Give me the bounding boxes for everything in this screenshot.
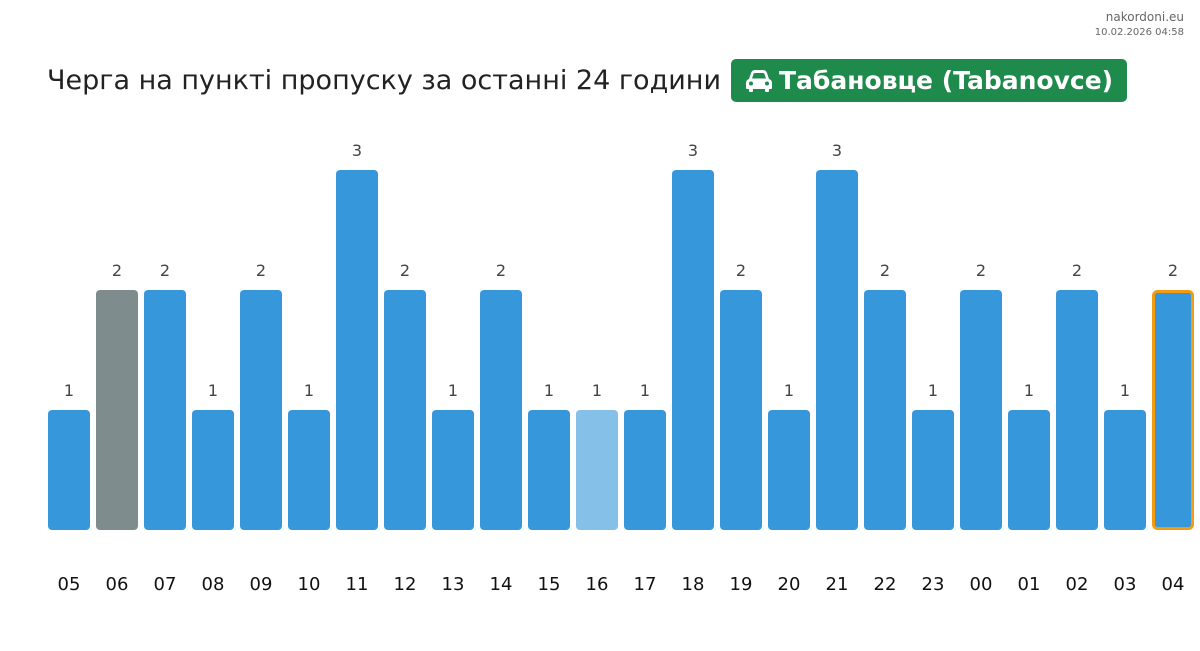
data-label-06: 2 xyxy=(112,261,122,280)
x-tick-15: 15 xyxy=(538,574,561,595)
bar-00 xyxy=(960,290,1002,530)
bar-02 xyxy=(1056,290,1098,530)
timestamp: 10.02.2026 04:58 xyxy=(1094,27,1184,38)
bar-18 xyxy=(672,170,714,530)
bar-10 xyxy=(288,410,330,530)
bar-15 xyxy=(528,410,570,530)
x-tick-14: 14 xyxy=(490,574,513,595)
checkpoint-badge: Табановце (Tabanovce) xyxy=(731,59,1128,102)
bar-17 xyxy=(624,410,666,530)
x-tick-02: 02 xyxy=(1066,574,1089,595)
x-tick-01: 01 xyxy=(1018,574,1041,595)
bar-14 xyxy=(480,290,522,530)
data-label-17: 1 xyxy=(640,381,650,400)
x-tick-18: 18 xyxy=(682,574,705,595)
x-tick-22: 22 xyxy=(874,574,897,595)
bar-13 xyxy=(432,410,474,530)
data-label-05: 1 xyxy=(64,381,74,400)
data-label-01: 1 xyxy=(1024,381,1034,400)
x-tick-11: 11 xyxy=(346,574,369,595)
bar-12 xyxy=(384,290,426,530)
car-icon xyxy=(746,69,772,92)
bar-22 xyxy=(864,290,906,530)
x-tick-12: 12 xyxy=(394,574,417,595)
data-label-13: 1 xyxy=(448,381,458,400)
x-tick-00: 00 xyxy=(970,574,993,595)
x-tick-19: 19 xyxy=(730,574,753,595)
x-tick-10: 10 xyxy=(298,574,321,595)
x-tick-09: 09 xyxy=(250,574,273,595)
data-label-15: 1 xyxy=(544,381,554,400)
bar-03 xyxy=(1104,410,1146,530)
bar-20 xyxy=(768,410,810,530)
data-label-08: 1 xyxy=(208,381,218,400)
data-label-14: 2 xyxy=(496,261,506,280)
data-label-19: 2 xyxy=(736,261,746,280)
data-label-18: 3 xyxy=(688,141,698,160)
x-tick-03: 03 xyxy=(1114,574,1137,595)
bar-09 xyxy=(240,290,282,530)
data-label-21: 3 xyxy=(832,141,842,160)
bar-16 xyxy=(576,410,618,530)
x-tick-07: 07 xyxy=(154,574,177,595)
bar-11 xyxy=(336,170,378,530)
data-label-09: 2 xyxy=(256,261,266,280)
bar-07 xyxy=(144,290,186,530)
data-label-12: 2 xyxy=(400,261,410,280)
x-tick-21: 21 xyxy=(826,574,849,595)
x-tick-06: 06 xyxy=(106,574,129,595)
bar-08 xyxy=(192,410,234,530)
data-label-16: 1 xyxy=(592,381,602,400)
x-tick-05: 05 xyxy=(58,574,81,595)
x-tick-08: 08 xyxy=(202,574,225,595)
x-tick-16: 16 xyxy=(586,574,609,595)
bar-01 xyxy=(1008,410,1050,530)
data-label-07: 2 xyxy=(160,261,170,280)
header: Черга на пункті пропуску за останні 24 г… xyxy=(47,59,1128,102)
bar-21 xyxy=(816,170,858,530)
data-label-11: 3 xyxy=(352,141,362,160)
data-label-00: 2 xyxy=(976,261,986,280)
x-tick-13: 13 xyxy=(442,574,465,595)
x-tick-20: 20 xyxy=(778,574,801,595)
bar-06 xyxy=(96,290,138,530)
bar-05 xyxy=(48,410,90,530)
site-name: nakordoni.eu xyxy=(1105,10,1184,24)
checkpoint-name: Табановце (Tabanovce) xyxy=(779,66,1114,95)
bar-19 xyxy=(720,290,762,530)
data-label-10: 1 xyxy=(304,381,314,400)
x-tick-17: 17 xyxy=(634,574,657,595)
data-label-03: 1 xyxy=(1120,381,1130,400)
x-tick-04: 04 xyxy=(1162,574,1185,595)
data-label-04: 2 xyxy=(1168,261,1178,280)
x-tick-23: 23 xyxy=(922,574,945,595)
page-title: Черга на пункті пропуску за останні 24 г… xyxy=(47,65,721,96)
data-label-23: 1 xyxy=(928,381,938,400)
data-label-22: 2 xyxy=(880,261,890,280)
data-label-02: 2 xyxy=(1072,261,1082,280)
bar-04 xyxy=(1152,290,1194,530)
bar-23 xyxy=(912,410,954,530)
site-watermark: nakordoni.eu 10.02.2026 04:58 xyxy=(1095,10,1184,40)
data-label-20: 1 xyxy=(784,381,794,400)
